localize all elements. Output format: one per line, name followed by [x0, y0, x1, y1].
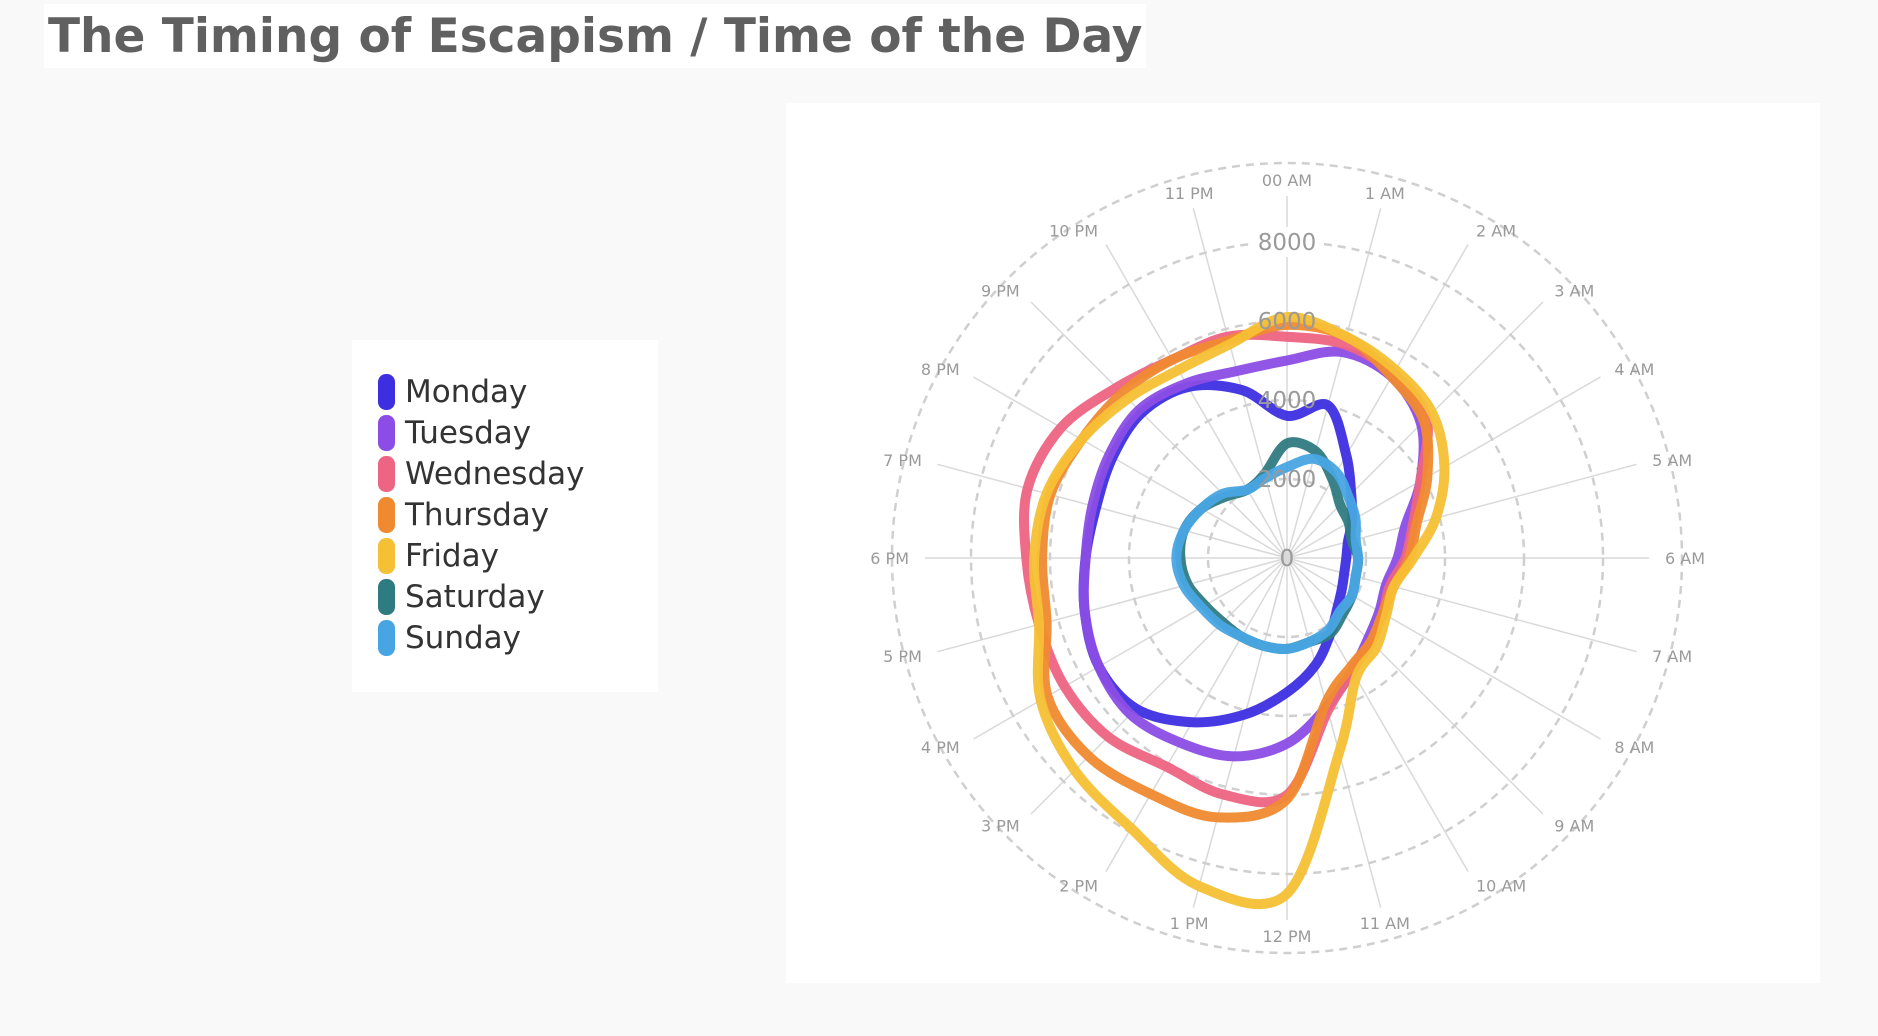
hour-label: 10 AM	[1476, 876, 1526, 895]
grid-ring	[890, 161, 1684, 955]
hour-label: 2 AM	[1476, 222, 1516, 241]
hour-label: 5 AM	[1652, 451, 1692, 470]
legend-label: Saturday	[405, 579, 545, 615]
chart-panel: 00 AM 1 AM 2 AM 3 AM 4 AM 5 AM 6 AM 7 AM 8 AM 9 A…	[786, 103, 1820, 983]
spoke-line	[1105, 244, 1288, 559]
hour-label: 4 AM	[1614, 360, 1654, 379]
hour-label: 8 AM	[1614, 738, 1654, 757]
grid-ring	[1206, 477, 1368, 639]
legend-item-monday: Monday	[378, 372, 527, 412]
legend-item-friday: Friday	[378, 536, 499, 576]
legend-label: Friday	[405, 538, 499, 574]
series-line-tuesday	[1078, 346, 1429, 762]
legend-label: Monday	[405, 374, 528, 410]
hour-label: 3 AM	[1554, 282, 1594, 301]
hour-labels: 00 AM 1 AM 2 AM 3 AM 4 AM 5 AM 6 AM 7 AM 8 AM 9 A…	[870, 171, 1705, 946]
spoke-line	[1286, 557, 1469, 872]
hour-label: 6 AM	[1665, 549, 1705, 568]
hour-label: 7 AM	[1652, 647, 1692, 666]
series-group	[1019, 312, 1450, 910]
hour-label: 11 AM	[1360, 914, 1410, 933]
hour-label: 11 PM	[1165, 184, 1214, 203]
radial-tick-label: 2000	[1258, 467, 1317, 493]
legend-item-sunday: Sunday	[378, 618, 521, 658]
series-line-friday	[1028, 312, 1450, 910]
hour-label: 1 PM	[1170, 914, 1209, 933]
title-box: The Timing of Escapism / Time of the Day	[44, 4, 1147, 68]
spoke-line	[1286, 301, 1544, 559]
hour-label: 6 PM	[870, 549, 909, 568]
spoke-line	[1286, 557, 1544, 815]
legend-swatch	[378, 497, 395, 533]
legend-label: Tuesday	[405, 415, 532, 451]
spoke-line	[1030, 301, 1288, 559]
legend-swatch	[378, 415, 395, 451]
legend-item-saturday: Saturday	[378, 577, 545, 617]
hour-label: 8 PM	[921, 360, 960, 379]
spoke-line	[1286, 557, 1382, 908]
spoke-line	[1286, 244, 1469, 559]
spoke-line	[1286, 208, 1382, 559]
spoke-line	[937, 557, 1288, 653]
legend-swatch	[378, 538, 395, 574]
grid-ring	[1048, 319, 1526, 797]
spoke-line	[1192, 557, 1288, 908]
hour-label: 00 AM	[1262, 171, 1312, 190]
series-line-wednesday	[1019, 329, 1433, 808]
hour-label: 9 PM	[981, 282, 1020, 301]
spoke-line	[1105, 557, 1288, 872]
grid-ring	[1127, 398, 1447, 718]
radar-chart: 00 AM 1 AM 2 AM 3 AM 4 AM 5 AM 6 AM 7 AM 8 AM 9 A…	[870, 161, 1705, 955]
legend-swatch	[378, 620, 395, 656]
hour-label: 1 AM	[1365, 184, 1405, 203]
legend-label: Wednesday	[405, 456, 585, 492]
legend-label: Sunday	[405, 620, 521, 656]
legend-label: Thursday	[405, 497, 550, 533]
legend-swatch	[378, 579, 395, 615]
spoke-line	[973, 376, 1288, 559]
legend-swatch	[378, 374, 395, 410]
radial-tick-label: 4000	[1258, 388, 1317, 414]
legend-item-tuesday: Tuesday	[378, 413, 531, 453]
hour-label: 9 AM	[1554, 816, 1594, 835]
legend-swatch	[378, 456, 395, 492]
spoke-line	[1192, 208, 1288, 559]
chart-title: The Timing of Escapism / Time of the Day	[48, 8, 1143, 64]
hour-label: 10 PM	[1049, 222, 1098, 241]
hour-label: 7 PM	[883, 451, 922, 470]
hour-label: 3 PM	[981, 816, 1020, 835]
hour-label: 5 PM	[883, 647, 922, 666]
radial-tick-label: 0	[1280, 546, 1295, 572]
radial-tick-label: 6000	[1258, 309, 1317, 335]
legend: Monday Tuesday Wednesday Thursday Friday Satu…	[352, 340, 658, 692]
hour-label: 2 PM	[1059, 876, 1098, 895]
legend-item-wednesday: Wednesday	[378, 454, 584, 494]
hour-label: 4 PM	[921, 738, 960, 757]
spoke-line	[973, 557, 1288, 740]
series-line-sunday	[1171, 453, 1364, 655]
spoke-line	[1286, 557, 1601, 740]
spoke-line	[937, 463, 1288, 559]
radial-tick-labels: 0 2000 4000 6000 8000	[1253, 227, 1321, 572]
legend-item-thursday: Thursday	[378, 495, 549, 535]
radial-tick-label: 8000	[1258, 230, 1317, 256]
hour-label: 12 PM	[1263, 927, 1312, 946]
tick-label-bg	[1253, 227, 1321, 257]
